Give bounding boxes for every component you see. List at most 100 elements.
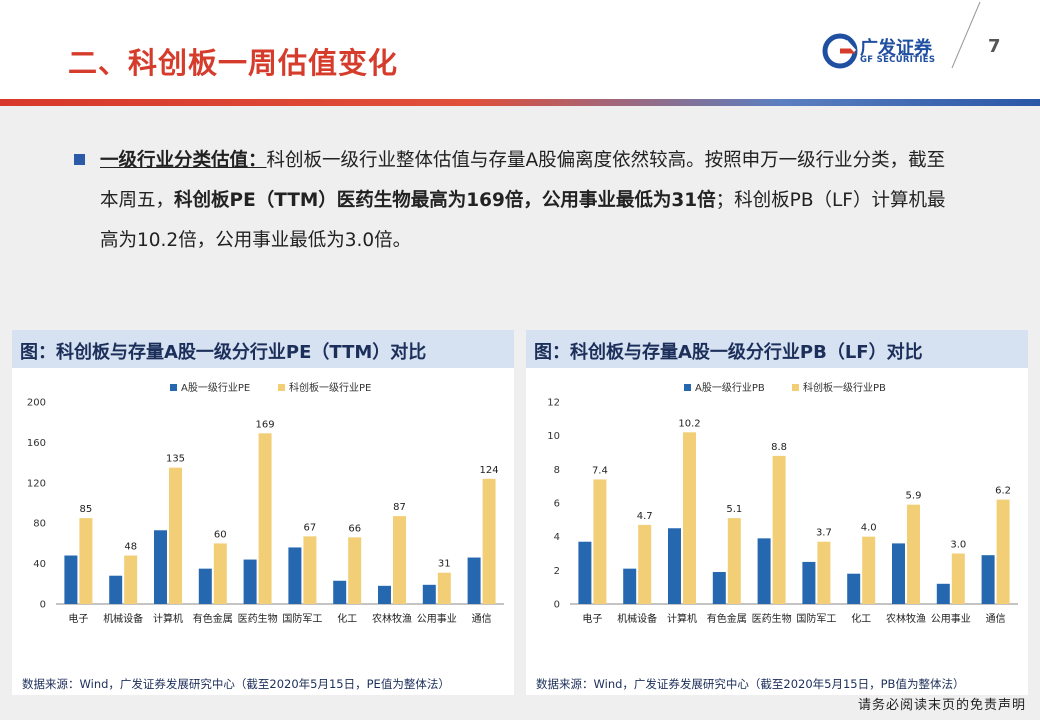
x-tick-label: 通信	[472, 613, 492, 625]
data-label: 5.1	[726, 504, 742, 515]
x-tick-label: 化工	[851, 612, 871, 625]
bar	[482, 478, 496, 604]
bar	[951, 553, 965, 604]
header-band	[0, 99, 1040, 106]
data-label: 124	[480, 465, 499, 476]
y-tick-label: 10	[547, 431, 560, 442]
bar	[668, 528, 681, 604]
x-tick-label: 公用事业	[417, 612, 457, 625]
pe-chart: A股一级行业PE 科创板一级行业PE 0 40 80 120 160 200 85 电子 48 机械设…	[27, 381, 504, 625]
data-label: 135	[166, 454, 185, 465]
data-label: 3.7	[816, 528, 832, 539]
pe-chart-header: 图：科创板与存量A股一级分行业PE（TTM）对比	[12, 330, 514, 368]
x-tick-label: 农林牧渔	[372, 612, 412, 625]
y-tick-label: 200	[27, 398, 46, 409]
bar	[288, 547, 302, 604]
pb-chart: A股一级行业PB 科创板一级行业PB 0 2 4 6 8 10 12 7.4 电子 4.7 机械设备 10…	[547, 381, 1018, 625]
bar	[712, 572, 726, 604]
bar	[862, 536, 876, 604]
bar	[393, 516, 406, 604]
data-label: 60	[214, 529, 227, 540]
bar	[154, 530, 167, 604]
bar	[333, 580, 347, 604]
bar	[996, 499, 1010, 604]
x-tick-label: 医药生物	[752, 612, 792, 625]
paragraph-keyword: 一级行业分类估值：	[100, 150, 267, 171]
bar	[847, 573, 861, 604]
legend-swatch	[684, 384, 691, 391]
x-tick-label: 电子	[582, 612, 602, 625]
page-title: 二、科创板一周估值变化	[68, 46, 399, 80]
bar	[802, 561, 816, 604]
data-label: 67	[304, 522, 317, 533]
data-label: 87	[393, 502, 406, 513]
logo-text-cn: 广发证券	[860, 38, 932, 59]
page-number: 7	[988, 36, 1001, 57]
bar	[79, 518, 93, 604]
x-tick-label: 国防军工	[796, 612, 836, 625]
bar	[303, 536, 317, 604]
data-label: 7.4	[592, 465, 608, 476]
y-tick-label: 6	[554, 499, 560, 510]
bar	[124, 555, 138, 604]
x-tick-label: 有色金属	[707, 612, 747, 625]
bar	[422, 584, 436, 604]
bar	[593, 479, 607, 604]
legend-swatch	[278, 384, 285, 391]
bar	[907, 504, 920, 604]
legend-swatch	[792, 384, 799, 391]
paragraph-highlight: 科创板PE（TTM）医药生物最高为169倍，公用事业最低为31倍	[174, 190, 716, 211]
data-label: 169	[256, 419, 275, 430]
x-tick-label: 化工	[337, 612, 357, 625]
data-label: 8.8	[771, 442, 787, 453]
pe-chart-source: 数据来源：Wind，广发证券发展研究中心（截至2020年5月15日，PE值为整体…	[22, 677, 450, 691]
x-tick-label: 计算机	[667, 612, 697, 625]
data-label: 85	[80, 504, 93, 515]
data-label: 4.0	[861, 523, 877, 534]
legend-swatch	[170, 384, 177, 391]
y-tick-label: 120	[27, 478, 46, 489]
data-label: 5.9	[906, 491, 922, 502]
y-tick-label: 40	[33, 559, 46, 570]
chart-legend: A股一级行业PE 科创板一级行业PE	[170, 381, 371, 394]
x-tick-label: 医药生物	[238, 612, 278, 625]
x-tick-label: 通信	[986, 613, 1006, 625]
pb-chart-title: 图：科创板与存量A股一级分行业PB（LF）对比	[534, 342, 923, 363]
y-tick-label: 8	[554, 465, 560, 476]
x-tick-label: 机械设备	[103, 612, 143, 625]
bar	[623, 568, 637, 604]
data-label: 10.2	[678, 418, 700, 429]
logo-text-en: GF SECURITIES	[860, 55, 936, 65]
pe-chart-panel: 图：科创板与存量A股一级分行业PE（TTM）对比 A股一级行业PE 科创板一级行业…	[12, 330, 514, 695]
bar	[578, 541, 592, 604]
data-label: 4.7	[637, 511, 653, 522]
y-tick-label: 160	[27, 438, 46, 449]
bar	[727, 518, 741, 604]
x-tick-label: 国防军工	[282, 612, 322, 625]
bar	[936, 583, 950, 604]
x-tick-label: 电子	[68, 612, 88, 625]
y-tick-label: 0	[554, 600, 560, 611]
y-tick-label: 0	[40, 600, 46, 611]
pb-chart-source: 数据来源：Wind，广发证券发展研究中心（截至2020年5月15日，PB值为整体…	[536, 677, 965, 691]
chart-legend: A股一级行业PB 科创板一级行业PB	[684, 381, 886, 394]
x-tick-label: 有色金属	[193, 612, 233, 625]
bar	[467, 557, 481, 604]
bar	[64, 555, 78, 604]
pe-chart-title: 图：科创板与存量A股一级分行业PE（TTM）对比	[20, 342, 427, 363]
summary-paragraph: 一级行业分类估值：科创板一级行业整体估值与存量A股偏离度依然较高。按照申万一级行…	[100, 141, 950, 261]
bar	[169, 467, 182, 604]
paragraph-text-1: 科创板一级行业整体估值与存量A股偏离度依然较高。按照申万一级行业分类，截至本周五…	[100, 150, 946, 211]
bar	[213, 543, 227, 604]
bar	[378, 585, 391, 604]
legend-label: A股一级行业PE	[181, 381, 250, 394]
data-label: 3.0	[950, 540, 966, 551]
bar	[109, 575, 123, 604]
x-tick-label: 机械设备	[617, 612, 657, 625]
bar	[258, 433, 272, 604]
x-tick-label: 农林牧渔	[886, 612, 926, 625]
brand-logo: 广发证券 GF SECURITIES	[822, 33, 952, 69]
bar	[817, 541, 831, 604]
bullet-marker	[74, 154, 85, 165]
data-label: 48	[124, 542, 137, 553]
